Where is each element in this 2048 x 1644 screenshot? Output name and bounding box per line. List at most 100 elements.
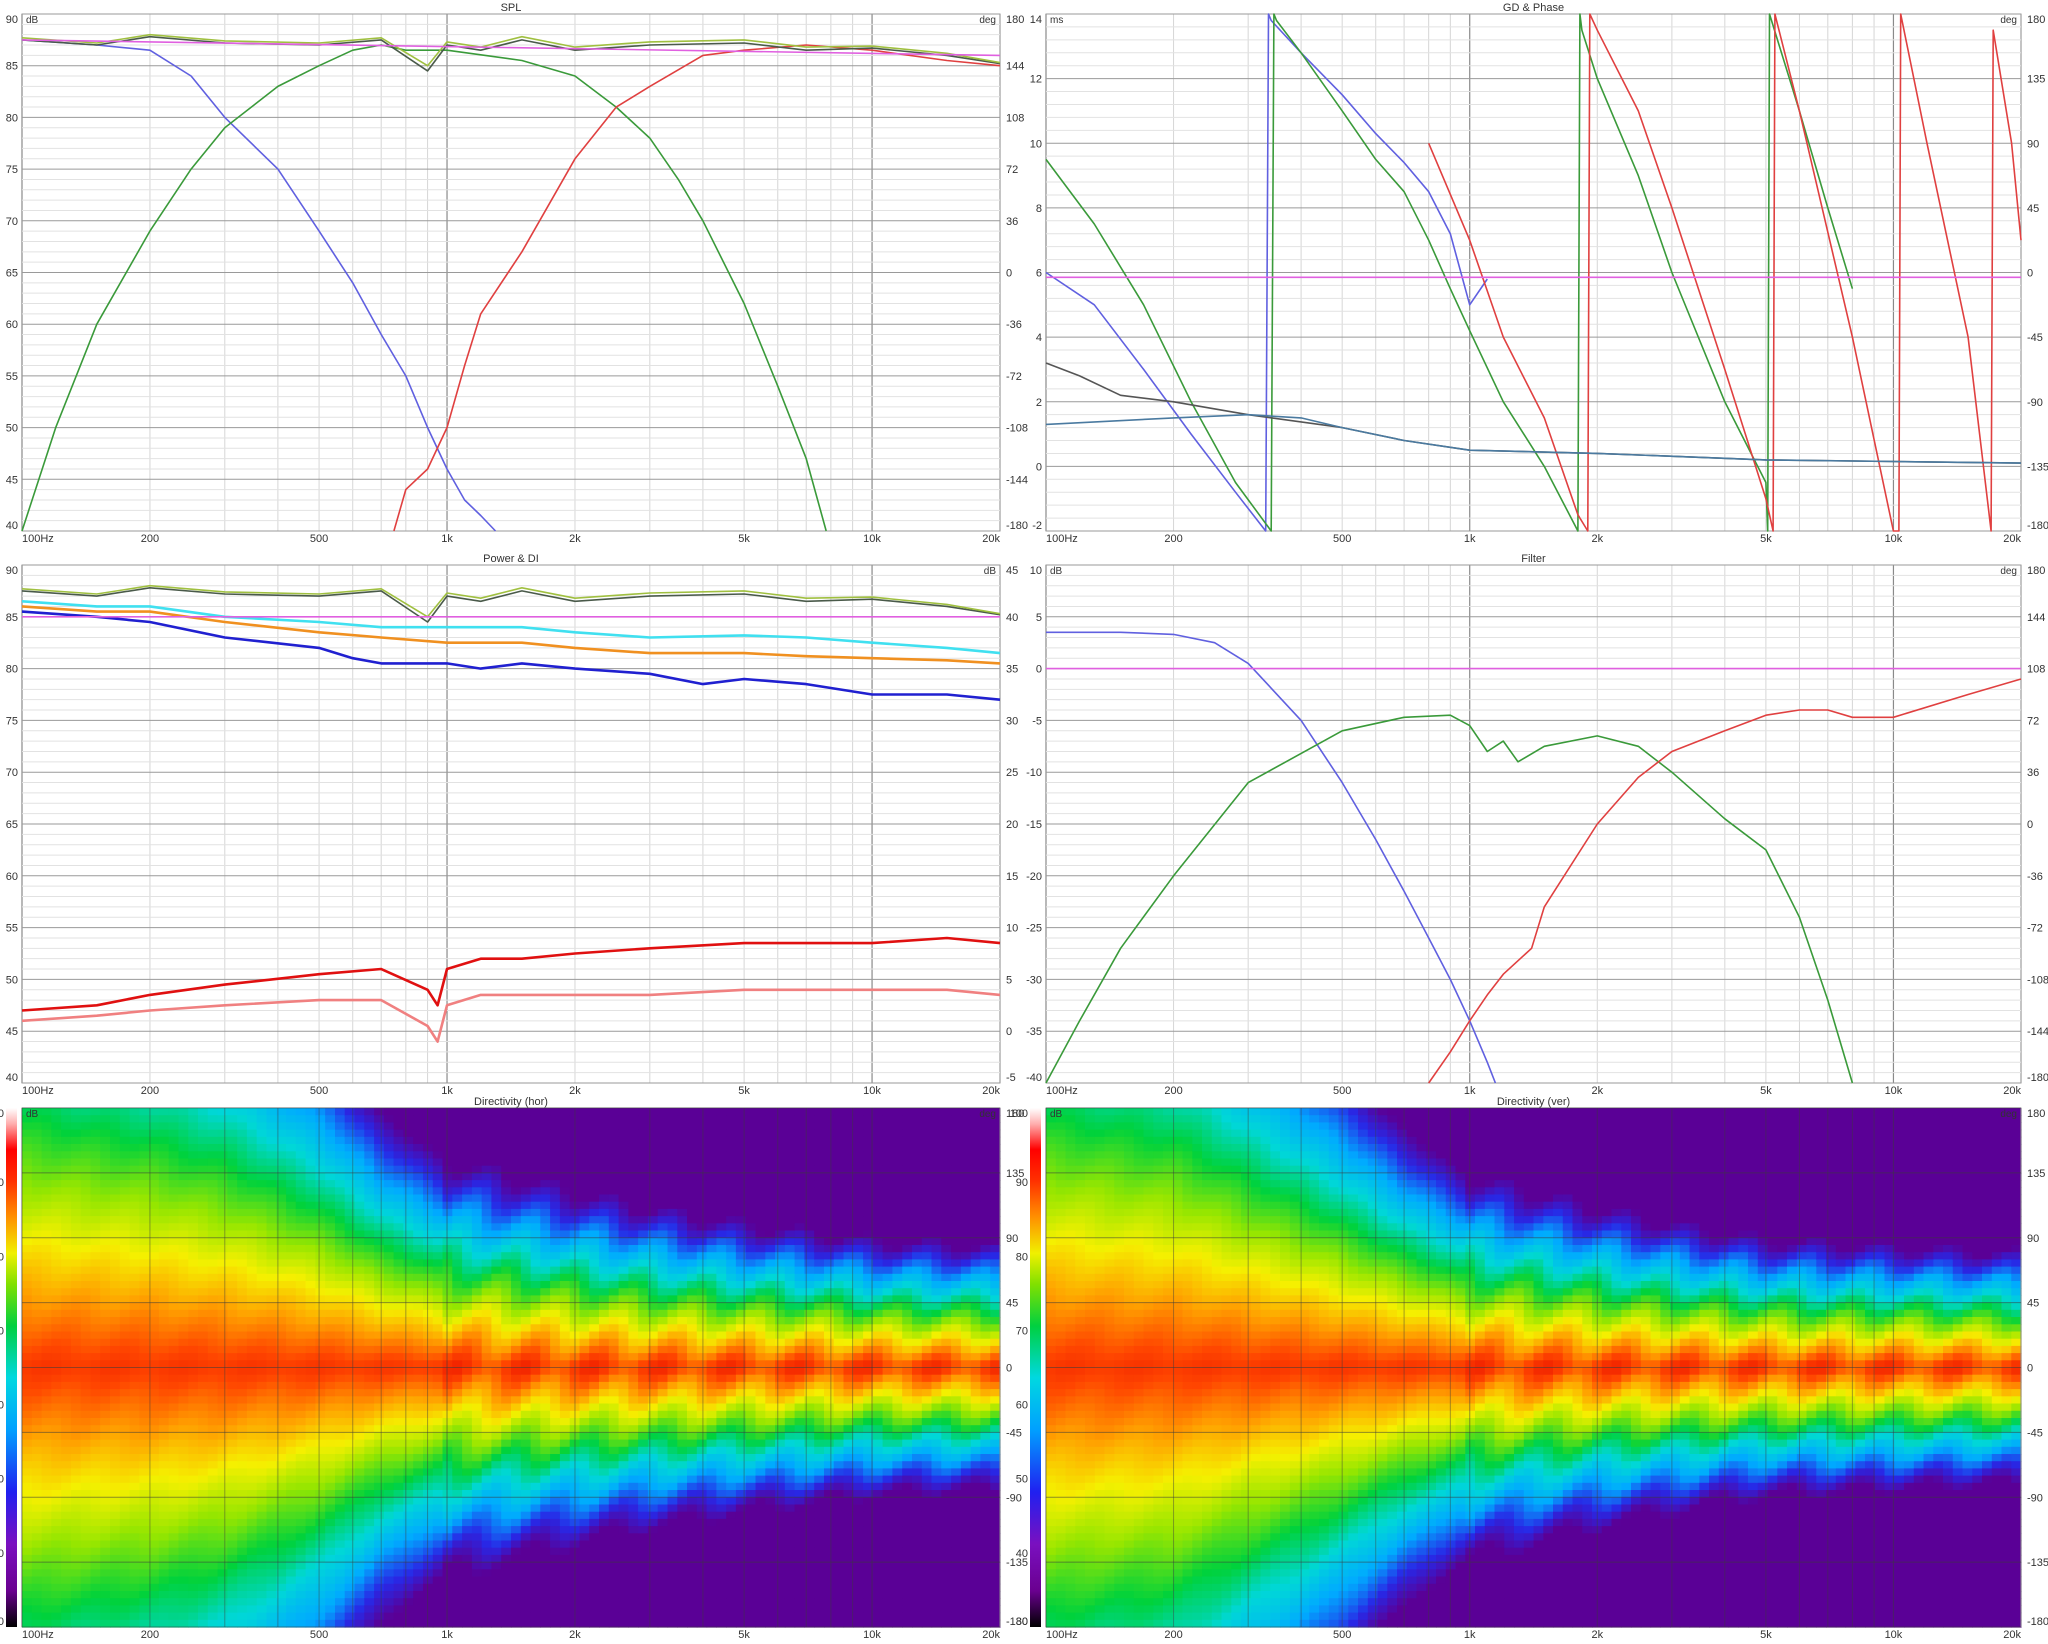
heatmap-cell <box>442 1490 453 1498</box>
heatmap-cell <box>139 1389 150 1397</box>
heatmap-cell <box>432 1180 444 1188</box>
heatmap-cell <box>383 1187 395 1196</box>
heatmap-cell <box>90 1115 101 1123</box>
heatmap-cell <box>22 1194 33 1203</box>
heatmap-cell <box>608 1605 620 1614</box>
heatmap-cell <box>618 1324 629 1333</box>
heatmap-cell <box>471 1165 483 1174</box>
heatmap-cell <box>149 1216 160 1224</box>
heatmap-cell <box>276 1259 287 1268</box>
heatmap-cell <box>354 1605 365 1614</box>
heatmap-cell <box>276 1129 287 1138</box>
heatmap-cell <box>149 1461 160 1469</box>
heatmap-cell <box>22 1187 33 1196</box>
heatmap-cell <box>168 1266 180 1275</box>
heatmap-cell <box>403 1338 414 1347</box>
heatmap-cell <box>227 1526 238 1534</box>
heatmap-cell <box>501 1338 512 1347</box>
heatmap-cell <box>413 1201 424 1210</box>
heatmap-cell <box>90 1223 101 1232</box>
heatmap-cell <box>540 1288 551 1296</box>
heatmap-cell <box>374 1324 385 1333</box>
heatmap-cell <box>110 1381 121 1390</box>
heatmap-cell <box>90 1591 101 1599</box>
heatmap-cell <box>51 1158 62 1167</box>
heatmap-cell <box>80 1446 92 1455</box>
heatmap-cell <box>354 1554 365 1563</box>
heatmap-cell <box>22 1345 33 1354</box>
heatmap-cell <box>618 1446 629 1455</box>
heatmap-cell <box>119 1389 131 1397</box>
heatmap-cell <box>90 1468 101 1477</box>
heatmap-cell <box>569 1338 581 1347</box>
heatmap-cell <box>599 1115 610 1123</box>
heatmap-cell <box>413 1540 424 1549</box>
heatmap-cell <box>354 1309 365 1318</box>
heatmap-cell <box>501 1562 512 1570</box>
heatmap-cell <box>462 1108 473 1116</box>
heatmap-cell <box>256 1172 268 1181</box>
heatmap-cell <box>432 1439 444 1448</box>
heatmap-cell <box>149 1403 160 1412</box>
heatmap-cell <box>139 1252 150 1260</box>
heatmap-cell <box>207 1591 219 1599</box>
heatmap-cell <box>305 1612 316 1621</box>
heatmap-cell <box>31 1201 43 1210</box>
heatmap-cell <box>305 1562 316 1570</box>
heatmap-cell <box>207 1252 219 1260</box>
heatmap-cell <box>432 1309 444 1318</box>
heatmap-cell <box>559 1511 571 1520</box>
heatmap-cell <box>618 1468 629 1477</box>
heatmap-cell <box>540 1540 551 1549</box>
heatmap-cell <box>286 1403 297 1412</box>
heatmap-cell <box>207 1194 219 1203</box>
heatmap-cell <box>335 1605 346 1614</box>
heatmap-cell <box>158 1526 170 1534</box>
series-line-5 <box>21 610 1001 701</box>
heatmap-cell <box>188 1511 199 1520</box>
heatmap-cell <box>599 1518 610 1527</box>
heatmap-cell <box>501 1526 512 1534</box>
heatmap-cell <box>432 1475 444 1484</box>
heatmap-cell <box>129 1403 140 1412</box>
heatmap-cell <box>305 1540 316 1549</box>
heatmap-cell <box>383 1259 395 1268</box>
heatmap-cell <box>41 1526 52 1534</box>
heatmap-cell <box>618 1331 629 1340</box>
heatmap-cell <box>286 1158 297 1167</box>
heatmap-cell <box>550 1583 561 1592</box>
heatmap-cell <box>198 1468 209 1477</box>
heatmap-cell <box>471 1201 483 1210</box>
heatmap-cell <box>403 1619 414 1628</box>
heatmap-cell <box>188 1518 199 1527</box>
heatmap-cell <box>471 1288 483 1296</box>
heatmap-cell <box>403 1252 414 1260</box>
heatmap-cell <box>149 1562 160 1570</box>
heatmap-cell <box>442 1432 453 1441</box>
heatmap-cell <box>266 1554 277 1563</box>
heatmap-cell <box>31 1223 43 1232</box>
heatmap-cell <box>491 1223 502 1232</box>
heatmap-cell <box>119 1302 131 1311</box>
heatmap-cell <box>462 1295 473 1304</box>
heatmap-cell <box>481 1403 493 1412</box>
heatmap-cell <box>100 1381 111 1390</box>
heatmap-cell <box>100 1172 111 1181</box>
y2-tick-label: -45 <box>2027 332 2043 344</box>
heatmap-cell <box>491 1108 502 1116</box>
heatmap-cell <box>354 1482 365 1491</box>
heatmap-cell <box>178 1410 189 1419</box>
heatmap-cell <box>589 1583 600 1592</box>
heatmap-cell <box>608 1281 620 1289</box>
heatmap-cell <box>198 1208 209 1217</box>
heatmap-cell <box>559 1223 571 1232</box>
heatmap-cell <box>599 1367 610 1376</box>
heatmap-cell <box>198 1425 209 1433</box>
heatmap-cell <box>31 1374 43 1383</box>
heatmap-cell <box>139 1468 150 1477</box>
chart-title: GD & Phase <box>1503 2 1564 14</box>
heatmap-cell <box>413 1439 424 1448</box>
heatmap-cell <box>61 1497 72 1506</box>
heatmap-cell <box>256 1259 268 1268</box>
heatmap-cell <box>550 1482 561 1491</box>
